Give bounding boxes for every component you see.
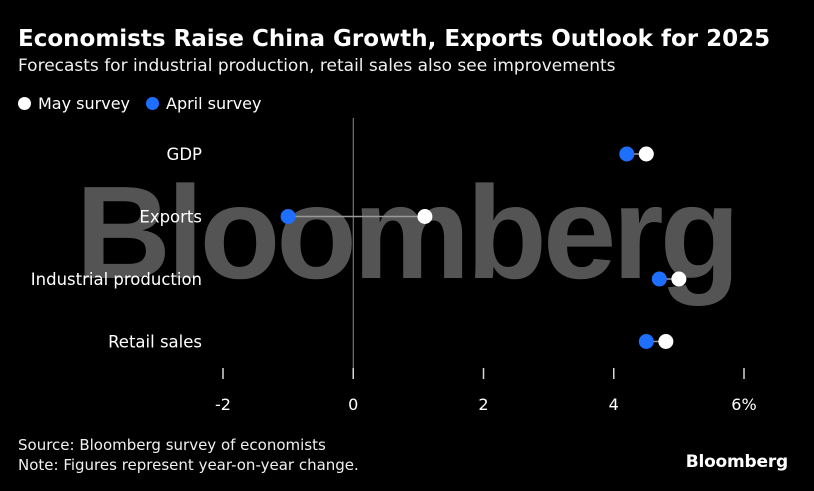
may-dot <box>671 271 687 287</box>
legend-label-may: May survey <box>38 94 130 113</box>
rows-layer: GDP Exports Industrial production Retail sa… <box>31 145 687 352</box>
april-dot <box>638 334 654 349</box>
category-label: GDP <box>167 145 202 164</box>
footnote: Note: Figures represent year-on-year cha… <box>18 456 359 474</box>
x-tick-label: 6% <box>731 395 756 414</box>
chart-subtitle: Forecasts for industrial production, ret… <box>18 56 616 76</box>
category-label: Exports <box>139 208 202 227</box>
legend: May survey April survey <box>18 94 278 113</box>
category-label: Industrial production <box>31 270 202 289</box>
april-dot <box>619 146 635 162</box>
footer: Source: Bloomberg survey of economists N… <box>18 435 359 475</box>
legend-label-april: April survey <box>166 94 262 113</box>
category-label: Retail sales <box>108 333 202 352</box>
chart-title: Economists Raise China Growth, Exports O… <box>18 26 771 52</box>
april-dot <box>280 209 296 224</box>
may-dot <box>638 146 654 162</box>
source-note: Source: Bloomberg survey of economists <box>18 436 326 454</box>
x-tick-label: 2 <box>478 395 488 414</box>
may-dot <box>417 209 433 224</box>
legend-swatch-april <box>146 97 159 110</box>
legend-item-april: April survey <box>146 94 262 113</box>
may-dot <box>658 334 674 349</box>
watermark: Bloomberg <box>76 159 737 306</box>
legend-item-may: May survey <box>18 94 130 113</box>
x-tick-label: 4 <box>609 395 619 414</box>
x-tick-label: -2 <box>215 395 231 414</box>
axis-layer: -2 0 2 4 6% <box>215 118 757 414</box>
legend-swatch-may <box>18 97 31 110</box>
x-tick-label: 0 <box>348 395 358 414</box>
bloomberg-logo: Bloomberg <box>685 452 789 472</box>
april-dot <box>651 271 667 287</box>
